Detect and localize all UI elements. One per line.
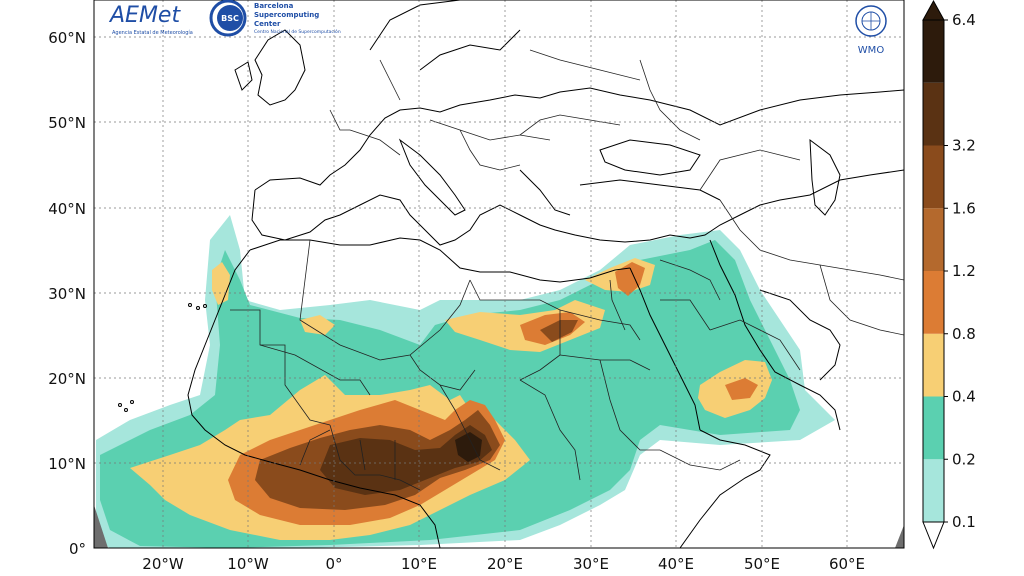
colorbar-swatch bbox=[923, 82, 944, 146]
colorbar-swatch bbox=[923, 396, 944, 460]
bsc-logo-ring bbox=[209, 0, 247, 37]
colorbar-tick-label: 1.6 bbox=[952, 199, 976, 217]
longitude-labels: 20°W 10°W 0° 10°E 20°E 30°E 40°E 50°E 60… bbox=[142, 555, 865, 573]
colorbar-tick-label: 6.4 bbox=[952, 11, 976, 29]
colorbar-tick-label: 0.1 bbox=[952, 513, 976, 531]
colorbar-min-arrow bbox=[922, 521, 945, 550]
bsc-logo-badge: BSC bbox=[221, 14, 239, 23]
wmo-logo: WMO bbox=[855, 5, 887, 56]
colorbar-tick-label: 3.2 bbox=[952, 137, 976, 155]
colorbar-tick-label: 0.2 bbox=[952, 450, 976, 468]
dust-level-3-2 bbox=[320, 425, 492, 495]
lat-label: 10°N bbox=[48, 455, 86, 473]
colorbar-swatch bbox=[923, 145, 944, 209]
aemet-logo-name: AEMet bbox=[108, 3, 181, 28]
colorbar-swatch bbox=[923, 208, 944, 271]
aemet-logo-subtitle: Agencia Estatal de Meteorología bbox=[112, 29, 193, 36]
colorbar-tick-label: 0.4 bbox=[952, 388, 976, 406]
colorbar-max-arrow bbox=[922, 0, 945, 21]
lon-label: 0° bbox=[325, 555, 342, 573]
no-data-corner-left bbox=[94, 505, 108, 548]
map-frame bbox=[93, 0, 905, 549]
colorbar: 0.1 0.2 0.4 0.8 1.2 1.6 3.2 6.4 bbox=[922, 0, 976, 550]
lon-label: 40°E bbox=[658, 555, 694, 573]
lat-label: 50°N bbox=[48, 114, 86, 132]
dust-level-0-4 bbox=[300, 315, 335, 335]
lat-label: 40°N bbox=[48, 200, 86, 218]
lat-label: 20°N bbox=[48, 370, 86, 388]
latitude-labels: 0° 10°N 20°N 30°N 40°N 50°N 60°N bbox=[48, 29, 86, 558]
dust-level-6-4 bbox=[455, 432, 482, 462]
lat-label: 30°N bbox=[48, 285, 86, 303]
lon-label: 20°E bbox=[487, 555, 523, 573]
colorbar-tick-label: 1.2 bbox=[952, 262, 976, 280]
lon-label: 30°E bbox=[573, 555, 609, 573]
lon-label: 60°E bbox=[829, 555, 865, 573]
lat-label: 60°N bbox=[48, 29, 86, 47]
colorbar-swatch bbox=[923, 333, 944, 397]
dust-level-1-6 bbox=[540, 320, 578, 342]
wmo-logo-name: WMO bbox=[858, 45, 885, 56]
dust-level-0-8 bbox=[615, 262, 645, 296]
bsc-logo: BSC Barcelona Supercomputing Center Cent… bbox=[209, 0, 341, 37]
bsc-logo-line: Barcelona bbox=[254, 2, 294, 10]
no-data-corner-right bbox=[895, 525, 904, 548]
aemet-logo: AEMet Agencia Estatal de Meteorología bbox=[108, 3, 193, 36]
lat-label: 0° bbox=[69, 540, 86, 558]
colorbar-swatch bbox=[923, 459, 944, 522]
lon-label: 20°W bbox=[142, 555, 184, 573]
bsc-logo-disc bbox=[217, 5, 243, 31]
lon-label: 10°E bbox=[401, 555, 437, 573]
coastlines bbox=[118, 0, 904, 548]
bsc-logo-subtitle: Centro Nacional de Supercomputación bbox=[254, 28, 341, 35]
lon-label: 10°W bbox=[227, 555, 269, 573]
colorbar-swatch bbox=[923, 271, 944, 334]
country-borders bbox=[230, 49, 904, 491]
colorbar-swatch bbox=[923, 20, 944, 83]
gridlines bbox=[94, 0, 904, 548]
dust-level-0-8 bbox=[725, 378, 758, 400]
colorbar-tick-label: 0.8 bbox=[952, 325, 976, 343]
bsc-logo-line: Center bbox=[254, 20, 281, 28]
lon-label: 50°E bbox=[744, 555, 780, 573]
bsc-logo-line: Supercomputing bbox=[254, 11, 319, 19]
